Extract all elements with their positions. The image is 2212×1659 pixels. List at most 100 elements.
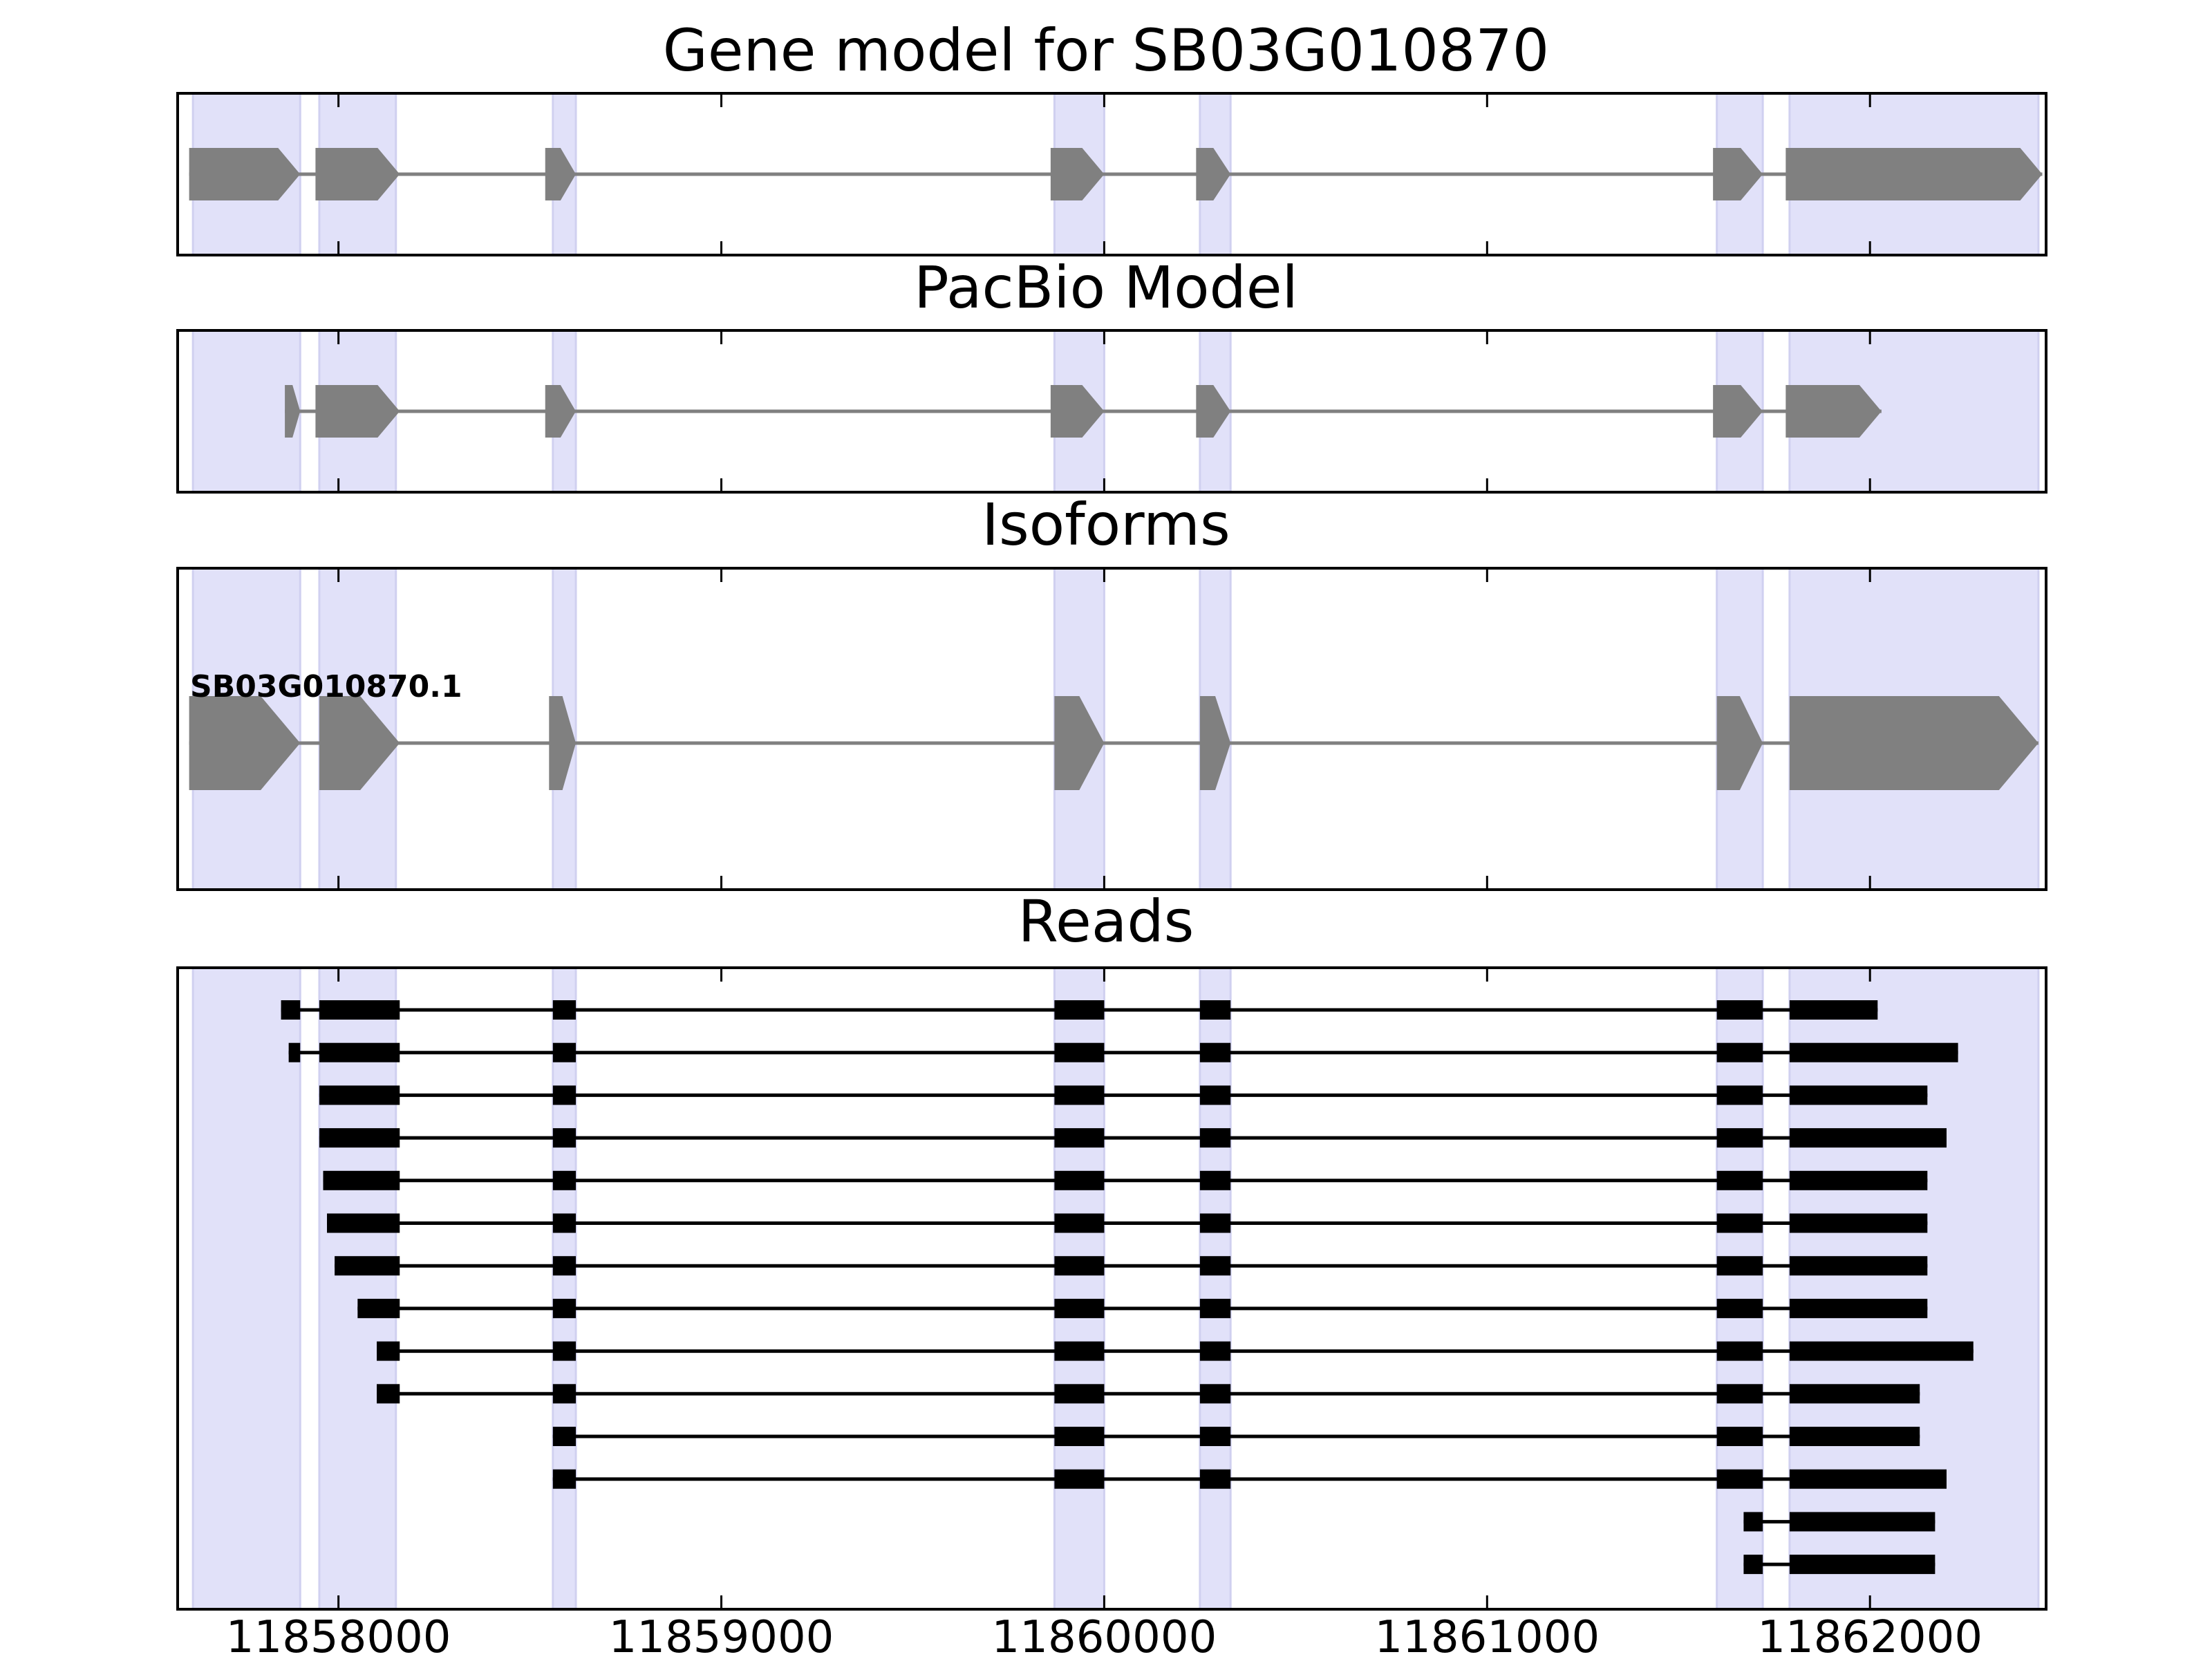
pacbio-model-panel — [176, 329, 2047, 494]
read-block — [552, 1341, 577, 1361]
read-block — [1054, 1128, 1105, 1148]
gene-model-title: Gene model for SB03G010870 — [663, 17, 1549, 84]
exon-block — [1785, 385, 1882, 438]
read-block — [552, 1128, 577, 1148]
read-block — [1789, 1384, 1920, 1404]
read-block — [552, 1000, 577, 1020]
read-block — [1789, 1512, 1936, 1532]
read-block — [1716, 1384, 1763, 1404]
read-block — [377, 1341, 400, 1361]
read-row — [327, 1213, 1928, 1233]
read-block — [1789, 1085, 1928, 1105]
highlight-region — [1199, 966, 1232, 1611]
read-block — [1716, 1427, 1763, 1446]
read-row — [319, 1085, 1928, 1105]
read-block — [552, 1384, 577, 1404]
exon-block — [1196, 385, 1231, 438]
read-row — [281, 1000, 1878, 1020]
read-block — [281, 1000, 301, 1020]
read-block — [319, 1000, 400, 1020]
read-block — [1054, 1042, 1105, 1062]
read-row — [552, 1469, 1947, 1489]
read-block — [552, 1042, 577, 1062]
read-row — [1743, 1512, 1936, 1532]
read-row — [288, 1042, 1958, 1062]
exon-block — [189, 148, 301, 200]
isoforms-title: Isoforms — [982, 491, 1230, 559]
read-block — [1199, 1256, 1231, 1276]
exon-block — [315, 148, 400, 200]
read-block — [1789, 1213, 1928, 1233]
read-row — [319, 1128, 1947, 1148]
read-block — [1054, 1000, 1105, 1020]
highlight-region — [191, 966, 301, 1611]
read-block — [319, 1085, 400, 1105]
read-block — [1716, 1128, 1763, 1148]
read-block — [1743, 1512, 1763, 1532]
read-block — [1199, 1128, 1231, 1148]
highlight-region — [1788, 966, 2040, 1611]
read-block — [1199, 1427, 1231, 1446]
read-block — [1054, 1256, 1105, 1276]
x-tick-label: 11860000 — [992, 1612, 1217, 1659]
read-block — [319, 1128, 400, 1148]
isoforms-panel — [176, 567, 2047, 891]
exon-block — [549, 696, 577, 790]
read-block — [319, 1042, 400, 1062]
read-block — [1789, 1341, 1974, 1361]
exon-block — [1713, 385, 1763, 438]
read-block — [323, 1170, 400, 1190]
panel-border — [176, 567, 2047, 891]
read-block — [1199, 1298, 1231, 1318]
read-row — [357, 1298, 1928, 1318]
highlight-region — [1716, 966, 1764, 1611]
read-block — [1789, 1170, 1928, 1190]
read-block — [1716, 1000, 1763, 1020]
read-block — [1199, 1469, 1231, 1489]
read-block — [552, 1427, 577, 1446]
exon-block — [1199, 696, 1231, 790]
pacbio-model-title: PacBio Model — [914, 254, 1298, 321]
read-block — [1789, 1427, 1920, 1446]
gene-model-panel — [176, 92, 2047, 256]
exon-block — [315, 385, 400, 438]
read-row — [335, 1256, 1928, 1276]
read-block — [288, 1042, 301, 1062]
panel-border — [176, 966, 2047, 1611]
highlight-region — [1053, 966, 1105, 1611]
read-block — [1054, 1085, 1105, 1105]
x-axis: 11858000 11859000 11860000 11861000 1186… — [226, 1612, 1983, 1659]
read-block — [1716, 1341, 1763, 1361]
read-block — [335, 1256, 400, 1276]
read-block — [1054, 1341, 1105, 1361]
read-block — [1199, 1042, 1231, 1062]
read-block — [1716, 1213, 1763, 1233]
read-block — [1789, 1042, 1958, 1062]
read-block — [1716, 1042, 1763, 1062]
read-block — [1054, 1469, 1105, 1489]
read-block — [552, 1213, 577, 1233]
read-block — [327, 1213, 400, 1233]
exon-block — [1716, 696, 1763, 790]
panel-border — [176, 329, 2047, 494]
read-block — [1716, 1469, 1763, 1489]
exon-block — [1785, 148, 2043, 200]
read-block — [1716, 1085, 1763, 1105]
read-block — [552, 1298, 577, 1318]
highlight-region — [318, 966, 397, 1611]
read-block — [552, 1256, 577, 1276]
read-block — [377, 1384, 400, 1404]
read-block — [1789, 1000, 1878, 1020]
exon-block — [285, 385, 301, 438]
x-tick-label: 11858000 — [226, 1612, 451, 1659]
read-row — [1743, 1555, 1936, 1575]
isoform-label: SB03G010870.1 — [190, 669, 462, 704]
x-tick-label: 11861000 — [1374, 1612, 1600, 1659]
read-block — [552, 1170, 577, 1190]
x-tick-label: 11859000 — [609, 1612, 834, 1659]
reads-panel — [176, 966, 2047, 1611]
read-row — [323, 1170, 1928, 1190]
read-block — [1789, 1298, 1928, 1318]
read-block — [1054, 1213, 1105, 1233]
x-tick-label: 11862000 — [1757, 1612, 1983, 1659]
